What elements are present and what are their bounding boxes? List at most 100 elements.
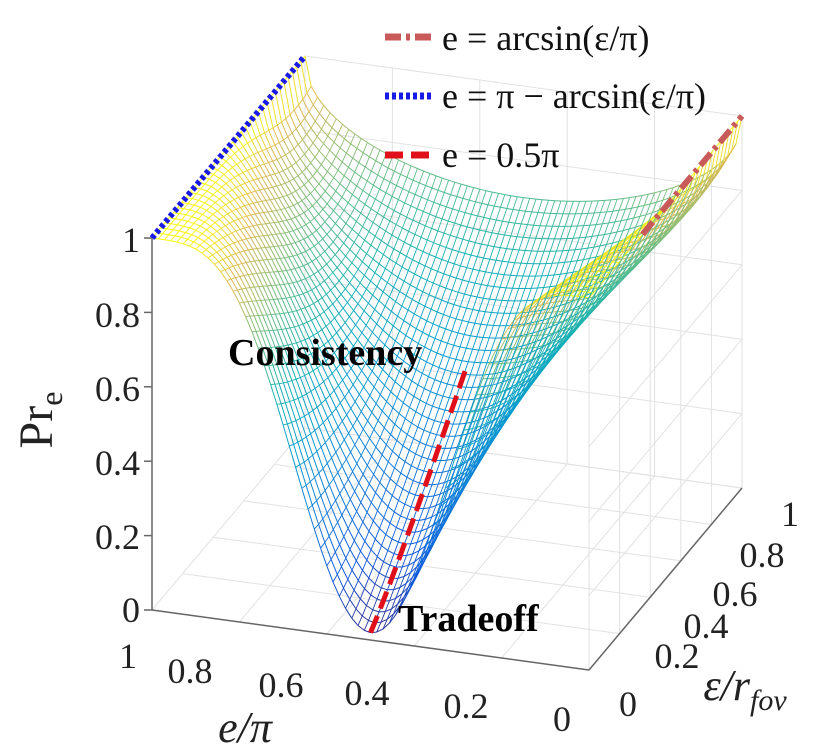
surface-e-line xyxy=(278,245,283,247)
surface-e-line xyxy=(376,315,382,325)
surface-eps-line xyxy=(619,271,627,280)
surface-e-line xyxy=(357,296,363,305)
surface-e-line xyxy=(419,470,425,484)
surface-eps-line xyxy=(291,132,299,145)
surface-e-line xyxy=(584,314,590,321)
surface-eps-line xyxy=(331,163,339,171)
surface-eps-line xyxy=(314,350,323,365)
surface-eps-line xyxy=(330,289,338,300)
surface-e-line xyxy=(483,204,489,218)
surface-eps-line xyxy=(414,273,422,278)
surface-eps-line xyxy=(256,224,264,236)
surface-eps-line xyxy=(331,457,339,473)
surface-eps-line xyxy=(414,313,421,318)
surface-eps-line xyxy=(339,445,347,460)
surface-e-line xyxy=(477,408,483,421)
surface-eps-line xyxy=(355,289,363,298)
surface-e-line xyxy=(287,380,293,383)
surface-eps-line xyxy=(484,414,491,419)
surface-eps-line xyxy=(287,76,295,111)
surface-eps-line xyxy=(281,245,290,258)
surface-e-line xyxy=(406,543,412,556)
surface-e-line xyxy=(363,302,369,312)
surface-e-line xyxy=(367,412,373,421)
surface-eps-line xyxy=(295,128,303,140)
surface-e-line xyxy=(553,342,558,352)
surface-e-line xyxy=(414,222,420,235)
surface-e-line xyxy=(385,434,392,445)
surface-e-line xyxy=(494,361,500,374)
surface-e-line xyxy=(555,330,561,340)
surface-eps-line xyxy=(385,608,392,613)
surface-eps-line xyxy=(505,358,513,361)
surface-e-line xyxy=(418,539,424,551)
surface-eps-line xyxy=(653,234,661,244)
surface-eps-line xyxy=(284,402,293,423)
surface-e-line xyxy=(337,229,343,237)
surface-e-line xyxy=(601,244,607,256)
surface-e-line xyxy=(372,249,378,260)
surface-eps-line xyxy=(492,350,501,365)
surface-e-line xyxy=(542,336,548,347)
surface-e-line xyxy=(364,531,370,542)
surface-e-line xyxy=(291,378,297,382)
surface-e-line xyxy=(376,277,382,287)
surface-eps-line xyxy=(520,315,528,327)
surface-e-line xyxy=(438,396,444,409)
surface-eps-line xyxy=(336,299,344,309)
surface-e-line xyxy=(430,379,436,392)
surface-e-line xyxy=(326,457,332,464)
surface-e-line xyxy=(449,263,455,277)
surface-e-line xyxy=(322,263,328,269)
surface-eps-line xyxy=(415,369,423,374)
surface-eps-line xyxy=(212,234,220,241)
surface-eps-line xyxy=(403,280,411,286)
surface-e-line xyxy=(451,237,458,250)
surface-eps-line xyxy=(248,204,256,215)
surface-eps-line xyxy=(510,195,518,198)
surface-e-line xyxy=(395,174,402,186)
grid-line xyxy=(304,129,743,191)
surface-eps-line xyxy=(381,163,389,169)
surface-eps-line xyxy=(501,400,510,415)
surface-eps-line xyxy=(339,147,347,154)
surface-eps-line xyxy=(491,272,499,275)
surface-eps-line xyxy=(359,354,367,364)
surface-e-line xyxy=(453,251,460,265)
surface-eps-line xyxy=(275,258,283,272)
surface-eps-line xyxy=(334,285,342,295)
surface-e-line xyxy=(359,275,365,284)
surface-e-line xyxy=(280,232,285,235)
surface-eps-line xyxy=(295,467,303,489)
surface-eps-line xyxy=(310,162,318,172)
surface-e-line xyxy=(614,247,620,253)
surface-e-line xyxy=(544,333,549,336)
surface-e-line xyxy=(519,392,525,401)
surface-e-line xyxy=(288,230,294,233)
surface-eps-line xyxy=(425,516,432,520)
surface-e-line xyxy=(544,352,549,356)
surface-eps-line xyxy=(298,294,306,308)
surface-eps-line xyxy=(334,254,342,263)
surface-e-line xyxy=(308,370,314,374)
surface-e-line xyxy=(331,368,337,374)
surface-eps-line xyxy=(468,281,476,284)
surface-e-line xyxy=(437,502,443,514)
surface-e-line xyxy=(359,310,365,319)
surface-eps-line xyxy=(291,380,299,399)
surface-e-line xyxy=(343,579,349,589)
surface-e-line xyxy=(567,322,573,331)
surface-e-line xyxy=(462,185,468,199)
surface-e-line xyxy=(570,281,576,294)
surface-eps-line xyxy=(195,229,203,235)
surface-e-line xyxy=(254,235,260,238)
surface-eps-line xyxy=(351,296,359,305)
surface-eps-line xyxy=(343,175,351,182)
surface-e-line xyxy=(376,202,383,214)
surface-eps-line xyxy=(257,315,266,332)
surface-eps-line xyxy=(502,220,509,223)
surface-eps-line xyxy=(250,192,258,203)
surface-e-line xyxy=(358,428,364,438)
surface-e-line xyxy=(699,173,705,184)
surface-eps-line xyxy=(372,331,379,340)
